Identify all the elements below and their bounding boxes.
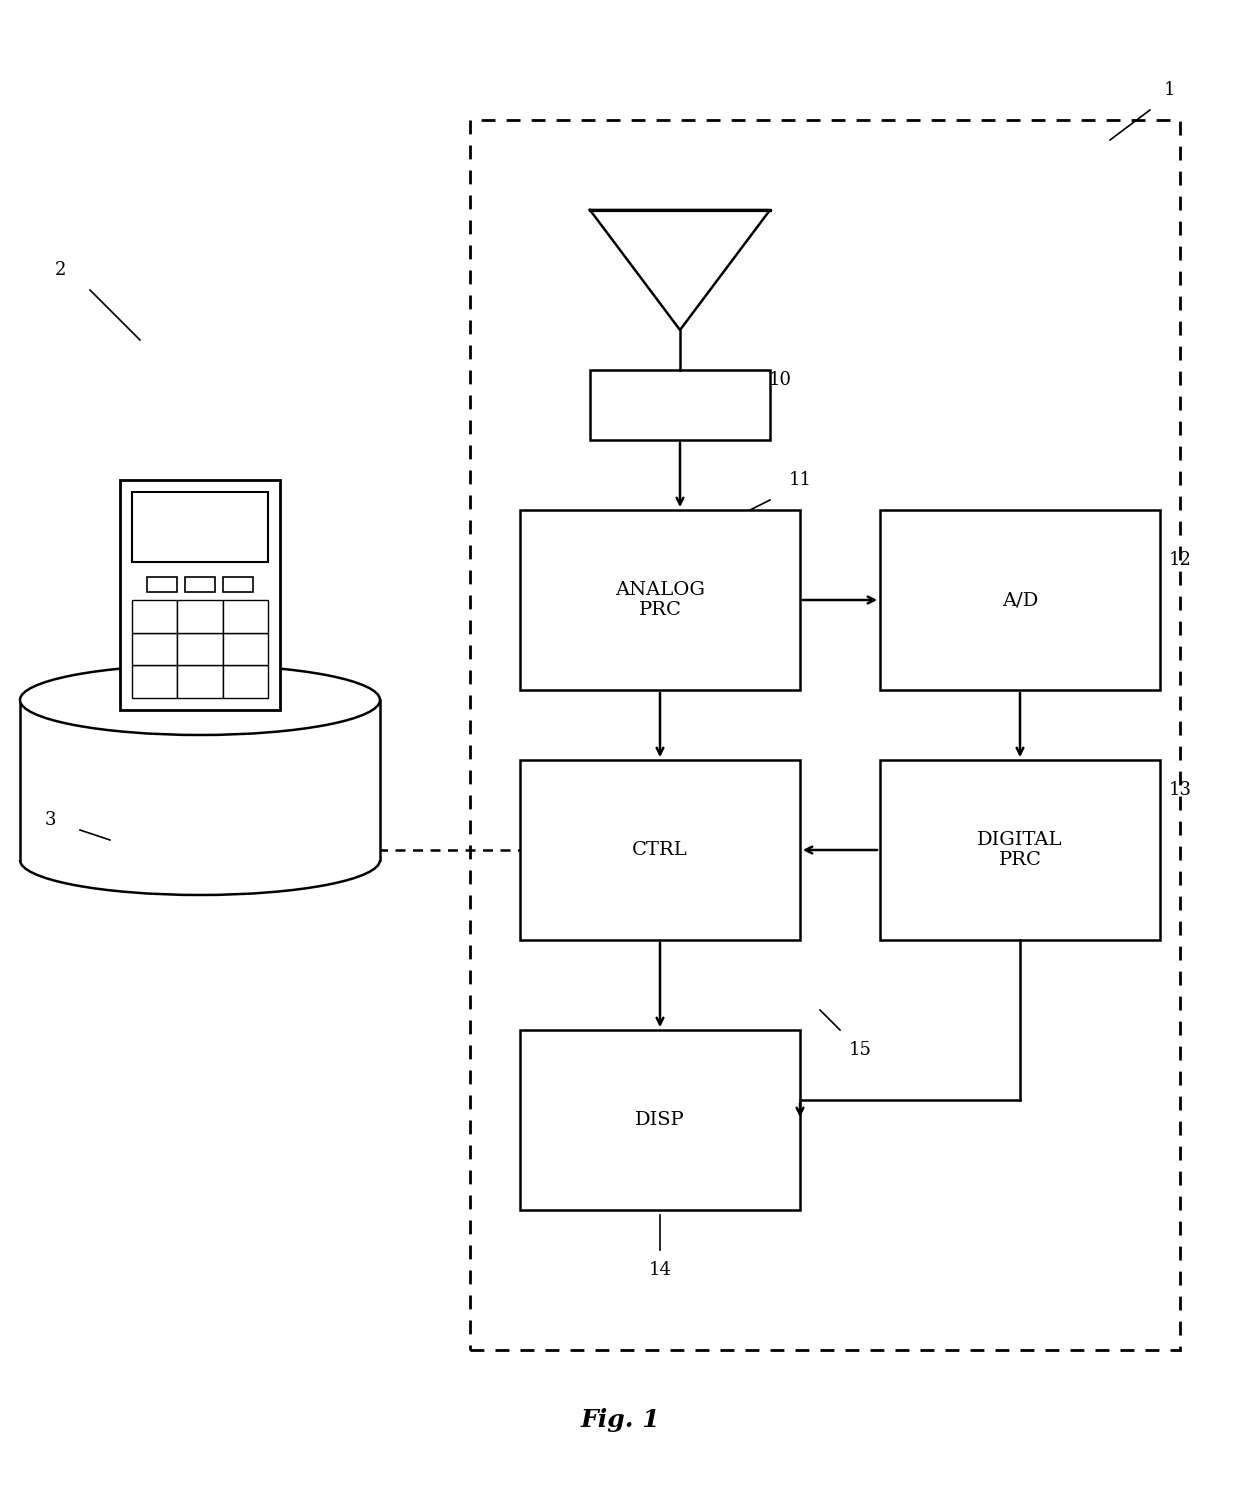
Bar <box>185 577 215 592</box>
Text: Fig. 1: Fig. 1 <box>580 1408 660 1432</box>
Text: 1: 1 <box>1164 80 1176 98</box>
Text: DISP: DISP <box>635 1112 684 1129</box>
Text: 12: 12 <box>1168 551 1192 569</box>
Bar <box>223 577 253 592</box>
Bar <box>177 666 223 697</box>
Text: 14: 14 <box>649 1261 671 1278</box>
Bar <box>20 700 379 860</box>
Bar <box>131 633 177 666</box>
Bar <box>131 492 268 562</box>
Bar <box>148 577 177 592</box>
Bar <box>470 121 1180 1350</box>
Text: 15: 15 <box>848 1042 872 1059</box>
Bar <box>177 600 223 633</box>
Text: 11: 11 <box>789 471 811 489</box>
Bar <box>590 370 770 440</box>
Bar <box>223 633 268 666</box>
Polygon shape <box>590 210 770 329</box>
Bar <box>520 1030 800 1210</box>
Text: ANALOG
PRC: ANALOG PRC <box>615 581 704 620</box>
Bar <box>223 666 268 697</box>
Text: 13: 13 <box>1168 781 1192 799</box>
Bar <box>520 510 800 690</box>
Text: 2: 2 <box>55 261 66 279</box>
Bar <box>520 760 800 940</box>
Bar <box>880 510 1159 690</box>
Bar <box>131 600 177 633</box>
Bar <box>131 666 177 697</box>
Bar <box>177 633 223 666</box>
Bar <box>223 600 268 633</box>
Bar <box>120 480 280 711</box>
Ellipse shape <box>20 665 379 735</box>
Text: CTRL: CTRL <box>632 840 688 860</box>
Text: DIGITAL
PRC: DIGITAL PRC <box>977 830 1063 869</box>
Bar <box>880 760 1159 940</box>
Text: 10: 10 <box>769 371 791 389</box>
Text: 3: 3 <box>45 811 56 828</box>
Text: A/D: A/D <box>1002 592 1038 609</box>
